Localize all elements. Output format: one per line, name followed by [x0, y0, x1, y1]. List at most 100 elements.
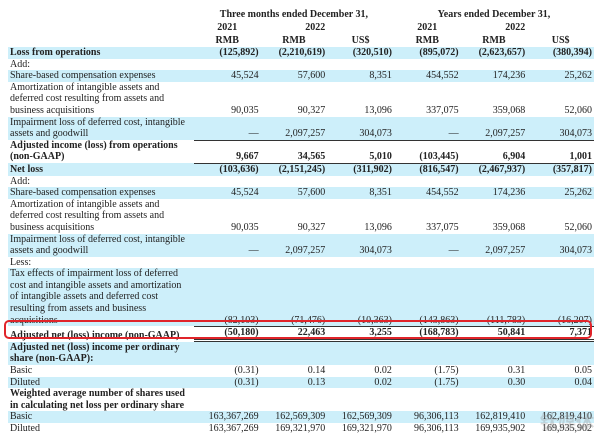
row-label: Adjusted net (loss) income (non-GAAP)	[10, 330, 180, 342]
row-value	[394, 257, 461, 269]
row-value: 13,096	[364, 221, 392, 233]
row-value: (895,072)	[393, 47, 461, 59]
row-value: 7,371	[527, 326, 594, 342]
row-value: 6,904	[460, 139, 528, 163]
row-value: 45,524	[193, 187, 261, 199]
row-value	[527, 388, 594, 411]
year-header: 2021	[417, 22, 438, 33]
row-value: (0.31)	[234, 365, 259, 377]
row-value: 0.02	[374, 365, 392, 377]
row-value: 50,841	[460, 326, 528, 342]
row-value: (103,445)	[393, 139, 461, 163]
row-value	[327, 341, 394, 366]
non-gaap-reconciliation-table: Three months ended December 31, Years en…	[8, 8, 594, 435]
row-value: 9,667	[193, 139, 261, 163]
row-value: (2,151,245)	[260, 162, 328, 176]
table-row: Impairment loss of deferred cost, intang…	[8, 116, 594, 140]
table-row: Share-based compensation expenses 45,524 5…	[8, 70, 594, 82]
row-value	[461, 59, 528, 71]
row-label: Share-based compensation expenses	[8, 70, 194, 82]
row-value	[461, 176, 528, 188]
row-value: 337,075	[426, 104, 459, 116]
row-value	[261, 176, 328, 188]
highlight-box-adjusted-net-income	[4, 320, 592, 339]
row-value: 169,935,902	[475, 423, 526, 434]
row-label: Net loss	[8, 162, 194, 176]
table-row: Amortization of intangible assets and de…	[8, 82, 594, 117]
row-value: 13,096	[364, 104, 392, 116]
row-value	[327, 388, 394, 411]
row-value: 304,073	[327, 116, 394, 140]
row-value: 174,236	[460, 187, 528, 199]
row-value: 0.14	[307, 365, 326, 377]
row-value	[461, 257, 528, 269]
table-row: Diluted 163,367,269 169,321,970 169,321,970…	[8, 423, 594, 435]
currency-header: RMB	[215, 35, 239, 46]
row-value	[193, 341, 261, 366]
row-value: 169,321,970	[341, 423, 392, 434]
row-value: 1,001	[527, 139, 594, 163]
row-value: 8,351	[327, 187, 394, 199]
row-label: Share-based compensation expenses	[8, 187, 194, 199]
year-header	[527, 21, 594, 34]
row-value: (16,207)	[527, 268, 594, 327]
row-value: 8,351	[327, 70, 394, 82]
row-value: (82,103)	[193, 268, 261, 327]
row-value: (0.31)	[193, 376, 261, 389]
row-value: 2,097,257	[260, 233, 328, 257]
row-value	[527, 257, 594, 269]
table-row: Adjusted net (loss) income (non-GAAP) (50…	[8, 326, 594, 342]
table-row: Net loss (103,636) (2,151,245) (311,902) (81…	[8, 162, 594, 176]
row-value: 169,321,970	[275, 423, 326, 434]
table-row: Adjusted income (loss) from operations (…	[8, 139, 594, 163]
row-value: 0.31	[507, 365, 526, 377]
row-value: 45,524	[193, 70, 261, 82]
row-value: 0.30	[460, 376, 528, 389]
table-row: Adjusted net (loss) income per ordinary …	[8, 341, 594, 366]
row-value	[393, 341, 461, 366]
row-value: (2,623,657)	[460, 47, 528, 59]
table-row: Less:	[8, 257, 594, 269]
row-value	[527, 176, 594, 188]
row-value: 174,236	[460, 70, 528, 82]
row-label: Diluted	[10, 423, 40, 434]
row-label: Diluted	[8, 376, 194, 389]
year-header	[327, 21, 394, 34]
row-value: 96,306,113	[413, 423, 459, 434]
row-label: Amortization of intangible assets and de…	[10, 198, 165, 233]
row-label: Add:	[10, 58, 30, 70]
row-value	[327, 257, 394, 269]
row-value: (380,394)	[527, 47, 594, 59]
row-value: (168,783)	[393, 326, 461, 342]
row-value	[460, 341, 528, 366]
row-value	[194, 176, 261, 188]
row-label: Basic	[8, 411, 194, 423]
row-value: 2,097,257	[260, 116, 328, 140]
row-value: (50,180)	[193, 326, 261, 342]
row-value: 2,097,257	[460, 233, 528, 257]
row-label: Weighted average number of shares used i…	[10, 388, 185, 411]
row-value	[394, 176, 461, 188]
row-value: (357,817)	[527, 162, 594, 176]
row-value: 96,306,113	[393, 411, 461, 423]
row-label: Add:	[10, 175, 30, 187]
row-value: 57,600	[260, 70, 328, 82]
row-value	[527, 341, 594, 366]
row-value: 162,569,309	[327, 411, 394, 423]
row-value: 52,060	[564, 104, 593, 116]
row-value: 34,565	[260, 139, 328, 163]
row-value: (103,636)	[193, 162, 261, 176]
row-label: Impairment loss of deferred cost, intang…	[8, 116, 194, 140]
currency-header: RMB	[415, 35, 439, 46]
row-value: 25,262	[527, 187, 594, 199]
row-value: —	[393, 116, 461, 140]
row-value	[261, 59, 328, 71]
row-value: 163,367,269	[208, 423, 259, 434]
table-row: Weighted average number of shares used i…	[8, 388, 594, 411]
row-value: (320,510)	[327, 47, 394, 59]
table-row: Loss from operations (125,892) (2,210,619)…	[8, 47, 594, 59]
watermark-logo: 钛媒体	[540, 413, 594, 434]
currency-header: US$	[551, 35, 570, 46]
row-value: (1.75)	[393, 376, 461, 389]
header-three-months: Three months ended December 31,	[219, 9, 369, 20]
